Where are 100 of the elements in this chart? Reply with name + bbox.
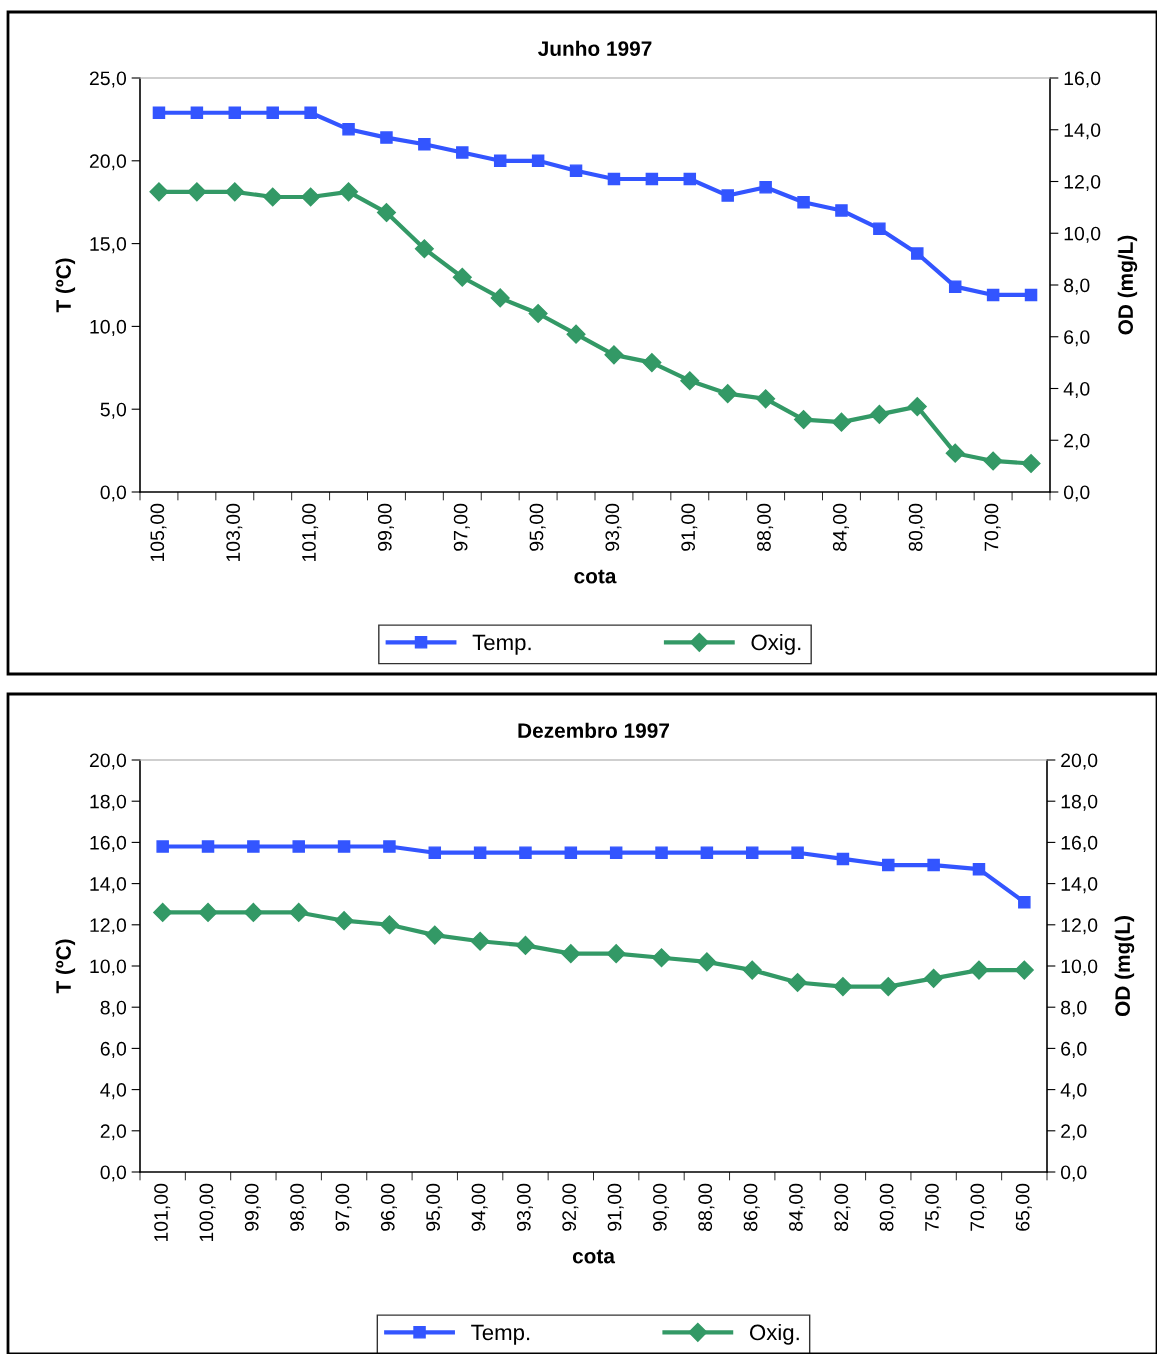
x-tick-label: 80,00 — [879, 1183, 896, 1231]
point — [383, 840, 396, 853]
y2-tick-label: 6,0 — [1064, 330, 1090, 347]
point — [645, 172, 659, 186]
point — [566, 324, 586, 344]
x-axis-title: cota — [574, 569, 617, 584]
y2-tick-label: 4,0 — [1063, 381, 1090, 399]
point — [1014, 960, 1034, 980]
point — [337, 840, 351, 853]
x-tick-label: 105,00 — [150, 503, 167, 562]
point — [742, 960, 762, 980]
point — [1018, 895, 1031, 909]
point — [456, 146, 469, 159]
point — [342, 123, 355, 136]
y2-axis-title: OD (mg(L) — [1114, 916, 1135, 1017]
x-tick-label: 82,00 — [834, 1183, 851, 1231]
point — [519, 846, 532, 859]
point — [339, 182, 359, 202]
point — [759, 181, 772, 194]
point — [515, 935, 536, 955]
point — [569, 164, 583, 177]
point — [187, 182, 207, 202]
y-tick-label: 18,0 — [90, 794, 127, 811]
x-tick-label: 95,00 — [426, 1183, 443, 1231]
x-tick-label: 93,00 — [605, 503, 622, 551]
point — [878, 977, 898, 997]
y2-tick-label: 14,0 — [1061, 877, 1098, 894]
point — [718, 384, 738, 404]
point — [152, 106, 166, 120]
point — [833, 977, 853, 997]
point — [452, 267, 472, 287]
point — [945, 443, 965, 463]
point — [969, 960, 989, 980]
point — [490, 288, 510, 308]
x-tick-label: 99,00 — [244, 1183, 261, 1231]
point — [607, 172, 621, 186]
point — [266, 106, 279, 120]
y-tick-label: 15,0 — [90, 237, 127, 254]
y-axis-title: T (ºC) — [55, 939, 76, 994]
y2-tick-label: 14,0 — [1064, 123, 1101, 140]
point — [680, 371, 700, 391]
point — [225, 182, 245, 202]
y-tick-label: 5,0 — [100, 402, 127, 419]
legend-label: Temp. — [471, 1324, 530, 1345]
y-tick-label: 20,0 — [89, 154, 127, 171]
point — [836, 852, 850, 866]
point — [927, 858, 940, 872]
legend-label: Oxig. — [749, 1324, 799, 1345]
y-tick-label: 12,0 — [90, 918, 127, 935]
point — [911, 247, 924, 260]
point — [721, 189, 734, 202]
y2-tick-label: 6,0 — [1061, 1041, 1087, 1058]
y-tick-label: 6,0 — [100, 1041, 127, 1058]
y2-tick-label: 2,0 — [1061, 1124, 1087, 1141]
x-tick-label: 94,00 — [471, 1183, 488, 1231]
point — [289, 902, 309, 922]
point — [247, 840, 260, 853]
x-tick-label: 101,00 — [154, 1183, 171, 1242]
point — [263, 187, 283, 207]
x-tick-label: 88,00 — [757, 503, 774, 551]
x-tick-label: 91,00 — [607, 1183, 624, 1231]
point — [651, 948, 672, 968]
x-tick-label: 84,00 — [832, 503, 849, 551]
point — [606, 944, 626, 964]
x-tick-label: 93,00 — [516, 1183, 533, 1231]
y-tick-label: 20,0 — [89, 753, 127, 770]
point — [149, 182, 169, 202]
x-tick-label: 103,00 — [226, 503, 243, 562]
point — [414, 239, 434, 259]
y-tick-label: 16,0 — [90, 835, 127, 852]
point — [564, 846, 578, 859]
x-tick-label: 97,00 — [335, 1183, 352, 1231]
point — [528, 303, 548, 323]
point — [201, 840, 215, 853]
point — [604, 345, 624, 365]
chart-title: Dezembro 1997 — [518, 722, 670, 738]
point — [198, 902, 218, 922]
y2-tick-label: 12,0 — [1061, 918, 1098, 935]
point — [948, 280, 962, 293]
point — [986, 288, 1000, 302]
point — [924, 968, 944, 988]
point — [882, 858, 895, 872]
point — [756, 389, 776, 409]
y2-tick-label: 12,0 — [1064, 174, 1101, 192]
point — [380, 131, 393, 144]
point — [794, 410, 814, 430]
y-tick-label: 25,0 — [89, 71, 127, 88]
point — [1024, 288, 1038, 302]
point — [697, 952, 717, 972]
y-tick-label: 4,0 — [100, 1083, 127, 1100]
point — [873, 222, 886, 235]
point — [972, 862, 986, 876]
y-tick-label: 2,0 — [100, 1124, 127, 1141]
x-tick-label: 86,00 — [743, 1183, 760, 1231]
x-tick-label: 95,00 — [529, 503, 546, 551]
point — [190, 106, 204, 120]
y2-tick-label: 8,0 — [1061, 1000, 1087, 1017]
legend-label: Oxig. — [751, 634, 801, 655]
y2-tick-label: 20,0 — [1061, 753, 1098, 770]
y-tick-label: 10,0 — [90, 959, 127, 976]
